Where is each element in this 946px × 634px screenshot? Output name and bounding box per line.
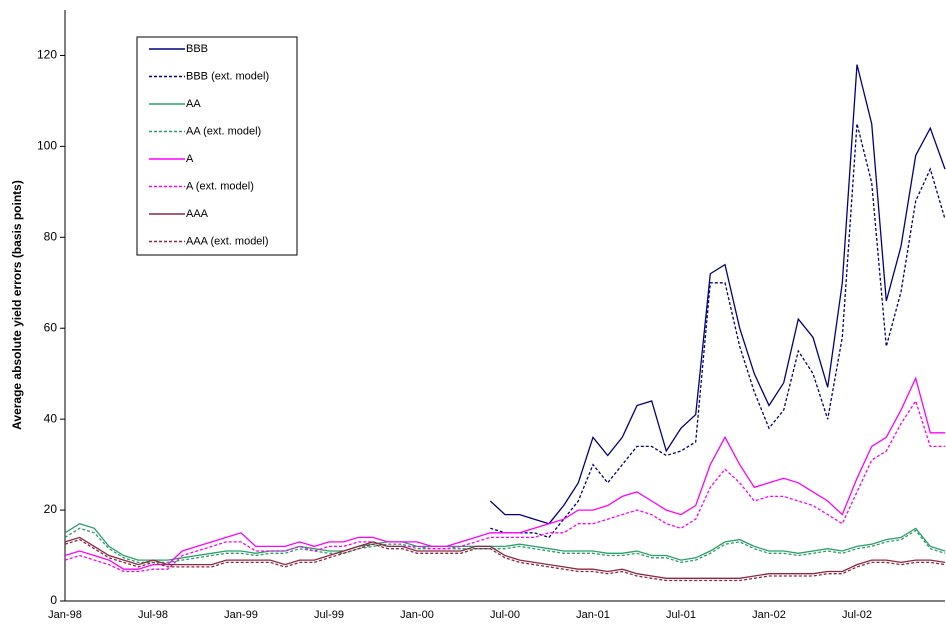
y-tick-label: 100: [37, 139, 57, 153]
x-tick-label: Jul-02: [842, 609, 872, 621]
legend-label: AAA (ext. model): [186, 235, 269, 247]
y-tick-label: 80: [44, 229, 58, 243]
legend-label: AAA: [186, 208, 209, 220]
series-line: [64, 399, 945, 573]
series-line: [64, 538, 946, 582]
series-line: [489, 64, 946, 525]
series-line: [64, 522, 946, 561]
x-tick-label: Jan-00: [400, 609, 434, 621]
legend-box: [136, 36, 298, 256]
series-line: [64, 376, 945, 570]
legend-label: A (ext. model): [186, 180, 254, 192]
series-line: [490, 123, 946, 539]
y-axis-label: Average absolute yield errors (basis poi…: [10, 180, 24, 430]
x-tick-label: Jan-98: [48, 609, 82, 621]
series-line: [64, 536, 946, 579]
x-tick-label: Jul-00: [490, 609, 520, 621]
y-tick-label: 20: [44, 502, 58, 516]
legend-label: BBB: [186, 43, 208, 55]
legend-label: A: [186, 153, 194, 165]
legend-label: AA (ext. model): [186, 125, 261, 137]
y-tick-label: 40: [44, 411, 58, 425]
x-tick-label: Jul-99: [314, 609, 344, 621]
legend-label: AA: [186, 98, 201, 110]
y-tick-label: 0: [50, 593, 57, 607]
legend-label: BBB (ext. model): [186, 70, 269, 82]
y-tick-label: 60: [44, 320, 58, 334]
series-line: [64, 527, 946, 564]
x-tick-label: Jan-02: [752, 609, 786, 621]
y-tick-label: 120: [37, 48, 57, 62]
x-tick-label: Jan-01: [576, 609, 610, 621]
x-tick-label: Jul-98: [138, 609, 168, 621]
x-tick-label: Jan-99: [224, 609, 258, 621]
x-tick-label: Jul-01: [666, 609, 696, 621]
